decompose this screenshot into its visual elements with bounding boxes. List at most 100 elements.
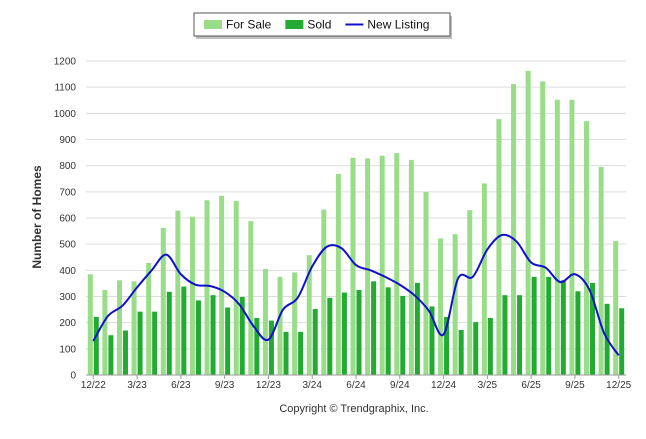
x-tick-label: 3/24: [302, 380, 322, 391]
sold-bar: [152, 311, 158, 375]
for-sale-bar: [394, 153, 400, 375]
sold-bar: [254, 317, 260, 375]
for-sale-bar: [160, 227, 166, 375]
sold-bar: [210, 295, 216, 375]
sold-bar: [327, 297, 333, 375]
sold-bar: [298, 331, 304, 375]
for-sale-bar: [306, 255, 312, 375]
y-tick-label: 100: [59, 344, 76, 355]
for-sale-bar: [554, 99, 560, 375]
y-tick-label: 400: [59, 266, 76, 277]
x-tick-label: 6/23: [171, 380, 191, 391]
y-tick-label: 1000: [54, 109, 77, 120]
y-tick-label: 900: [59, 135, 76, 146]
x-tick-label: 12/22: [81, 380, 106, 391]
sold-bar: [414, 282, 420, 375]
sold-bar: [195, 300, 201, 375]
sold-bar: [444, 316, 450, 375]
bar-layer: [87, 70, 625, 376]
y-tick-label: 800: [59, 161, 76, 172]
sold-bar: [575, 291, 581, 375]
legend-label: For Sale: [226, 18, 272, 32]
for-sale-bar: [146, 263, 152, 375]
sold-bar: [93, 316, 99, 375]
x-tick-label: 6/25: [521, 380, 541, 391]
line-layer: [92, 233, 620, 356]
for-sale-bar: [204, 200, 210, 375]
x-tick-label: 9/23: [215, 380, 235, 391]
for-sale-bar: [569, 99, 575, 375]
sold-bar: [341, 292, 347, 375]
y-tick-label: 300: [59, 292, 76, 303]
for-sale-bar: [277, 276, 283, 375]
for-sale-bar: [613, 241, 619, 375]
for-sale-bar: [423, 191, 429, 375]
for-sale-bar: [262, 269, 268, 375]
sold-bar: [560, 280, 566, 375]
for-sale-bar: [365, 158, 371, 375]
y-tick-label: 200: [59, 318, 76, 329]
for-sale-bar: [189, 216, 195, 375]
for-sale-bar: [438, 238, 444, 375]
for-sale-bar: [511, 84, 517, 375]
sold-bar: [122, 330, 128, 375]
for-sale-bar: [87, 274, 93, 375]
for-sale-bar: [219, 195, 225, 375]
sold-bar: [531, 276, 537, 375]
sold-bar: [225, 307, 231, 375]
sold-bar: [590, 282, 596, 375]
legend-label: New Listing: [367, 18, 429, 32]
for-sale-bar: [116, 280, 122, 375]
y-tick-label: 500: [59, 240, 76, 251]
y-tick-label: 0: [70, 371, 76, 382]
sold-bar: [166, 291, 172, 375]
for-sale-bar: [233, 200, 239, 375]
legend-box: [193, 12, 451, 37]
sold-bar: [619, 308, 625, 375]
x-tick-label: 12/23: [256, 380, 281, 391]
for-sale-bar: [131, 281, 137, 375]
sold-bar: [181, 286, 187, 375]
x-tick-label: 12/25: [606, 380, 631, 391]
y-tick-label: 600: [59, 214, 76, 225]
for-sale-bar: [598, 166, 604, 375]
for-sale-bar: [335, 174, 341, 375]
x-tick-label: 9/25: [565, 380, 585, 391]
sold-bar: [137, 311, 143, 375]
for-sale-bar: [408, 159, 414, 375]
legend: For Sale Sold New Listing: [193, 12, 452, 39]
sold-bar: [283, 331, 289, 375]
y-axis-label: Number of Homes: [30, 165, 44, 269]
for-sale-bar: [350, 157, 356, 375]
copyright-text: Copyright © Trendgraphix, Inc.: [279, 403, 428, 415]
for-sale-bar: [379, 155, 385, 375]
for-sale-bar: [292, 272, 298, 375]
sold-bar: [546, 276, 552, 375]
sold-bar: [108, 335, 114, 375]
sold-bar: [458, 329, 464, 375]
x-tick-label: 12/24: [431, 380, 456, 391]
axis-layer: 0 100 200 300 400 500 600 700 800 900 1000 1100 1200…: [54, 57, 632, 392]
y-tick-label: 1100: [54, 83, 76, 94]
sold-bar: [502, 295, 508, 375]
for-sale-bar: [321, 209, 327, 375]
x-tick-label: 6/24: [346, 380, 366, 391]
sold-bar: [371, 281, 377, 375]
sold-bar: [312, 309, 318, 375]
sold-bar: [473, 322, 479, 375]
sold-bar: [385, 287, 391, 375]
for-sale-bar: [481, 183, 487, 375]
sold-bar: [487, 317, 493, 375]
sold-bar: [400, 295, 406, 375]
for-sale-bar: [248, 221, 254, 375]
legend-swatch: [285, 20, 304, 29]
x-tick-label: 9/24: [390, 380, 410, 391]
for-sale-bar: [175, 210, 181, 375]
for-sale-bar: [452, 234, 458, 375]
x-tick-label: 3/23: [127, 380, 147, 391]
legend-label: Sold: [307, 18, 331, 32]
sold-bar: [356, 289, 362, 375]
sold-bar: [517, 295, 523, 375]
